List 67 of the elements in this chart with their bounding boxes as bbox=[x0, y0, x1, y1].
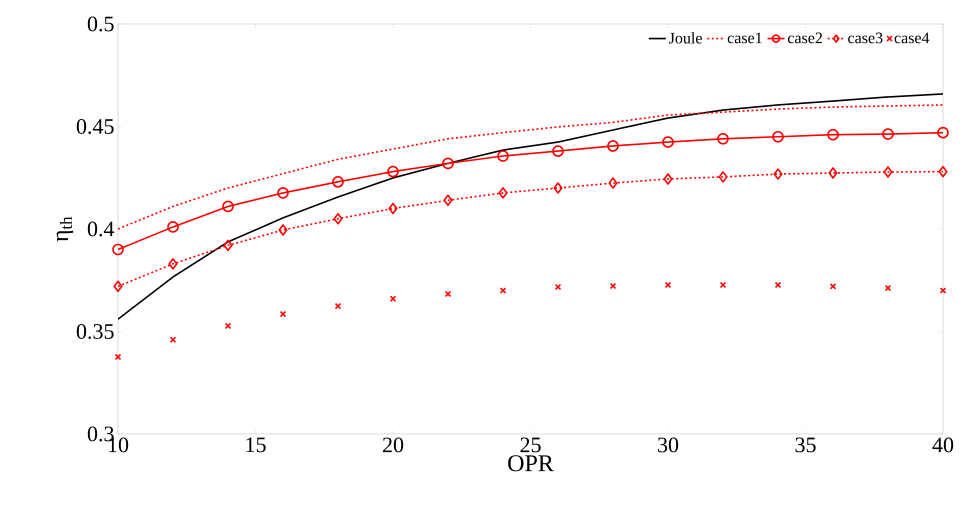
point bbox=[222, 200, 234, 212]
point bbox=[937, 126, 949, 138]
point bbox=[498, 187, 508, 199]
point bbox=[170, 336, 176, 343]
point bbox=[113, 280, 123, 292]
x-tick-label: 25 bbox=[520, 438, 541, 452]
point bbox=[332, 176, 344, 188]
point bbox=[610, 282, 616, 290]
point bbox=[554, 284, 562, 290]
point bbox=[112, 244, 124, 256]
x-tick-label: 40 bbox=[932, 438, 954, 452]
x-axis-title: OPR bbox=[508, 455, 554, 472]
point bbox=[553, 182, 563, 194]
point bbox=[718, 171, 728, 183]
point bbox=[334, 302, 342, 310]
point bbox=[608, 177, 618, 189]
y-tick-label: 0.4 bbox=[88, 222, 114, 236]
point bbox=[442, 158, 454, 170]
point bbox=[883, 166, 893, 178]
point bbox=[664, 282, 672, 288]
point bbox=[280, 310, 286, 318]
point bbox=[884, 284, 892, 292]
y-tick-label: 0.5 bbox=[88, 16, 114, 32]
x-tick-label: 35 bbox=[796, 438, 816, 452]
point bbox=[497, 150, 509, 162]
legend-label: case2 bbox=[788, 32, 822, 44]
x-tick-label: 20 bbox=[382, 438, 404, 452]
point bbox=[663, 173, 673, 185]
point bbox=[720, 282, 726, 288]
y-tick-label: 0.35 bbox=[76, 324, 114, 339]
x-tick-label: 15 bbox=[246, 438, 266, 452]
point bbox=[662, 136, 674, 148]
point bbox=[224, 322, 232, 330]
point bbox=[827, 128, 839, 140]
point bbox=[607, 140, 619, 152]
point bbox=[717, 132, 729, 145]
point bbox=[774, 282, 782, 288]
legend-label: case4 bbox=[894, 32, 930, 44]
point bbox=[387, 166, 399, 178]
point bbox=[443, 194, 453, 206]
point bbox=[333, 212, 343, 225]
point bbox=[223, 240, 233, 252]
point bbox=[828, 167, 838, 179]
point bbox=[444, 290, 452, 298]
point bbox=[940, 287, 946, 294]
point bbox=[167, 221, 179, 233]
point bbox=[552, 145, 564, 157]
point bbox=[830, 283, 836, 290]
line-series bbox=[118, 93, 943, 320]
point bbox=[500, 287, 506, 294]
point bbox=[114, 354, 122, 360]
point bbox=[772, 130, 784, 143]
point bbox=[278, 224, 288, 236]
legend-label: Joule bbox=[669, 32, 702, 44]
legend-label: case3 bbox=[848, 32, 882, 44]
point bbox=[773, 168, 783, 180]
y-tick-label: 0.45 bbox=[76, 119, 114, 134]
legend-label: case1 bbox=[728, 32, 762, 44]
y-axis-title: η$_{th}$ bbox=[56, 216, 74, 242]
point bbox=[938, 166, 948, 178]
line-series bbox=[118, 104, 943, 230]
point bbox=[882, 128, 894, 140]
point bbox=[388, 202, 398, 214]
point bbox=[168, 258, 178, 270]
point bbox=[277, 187, 289, 199]
point bbox=[390, 295, 396, 302]
x-tick-label: 30 bbox=[658, 438, 678, 452]
